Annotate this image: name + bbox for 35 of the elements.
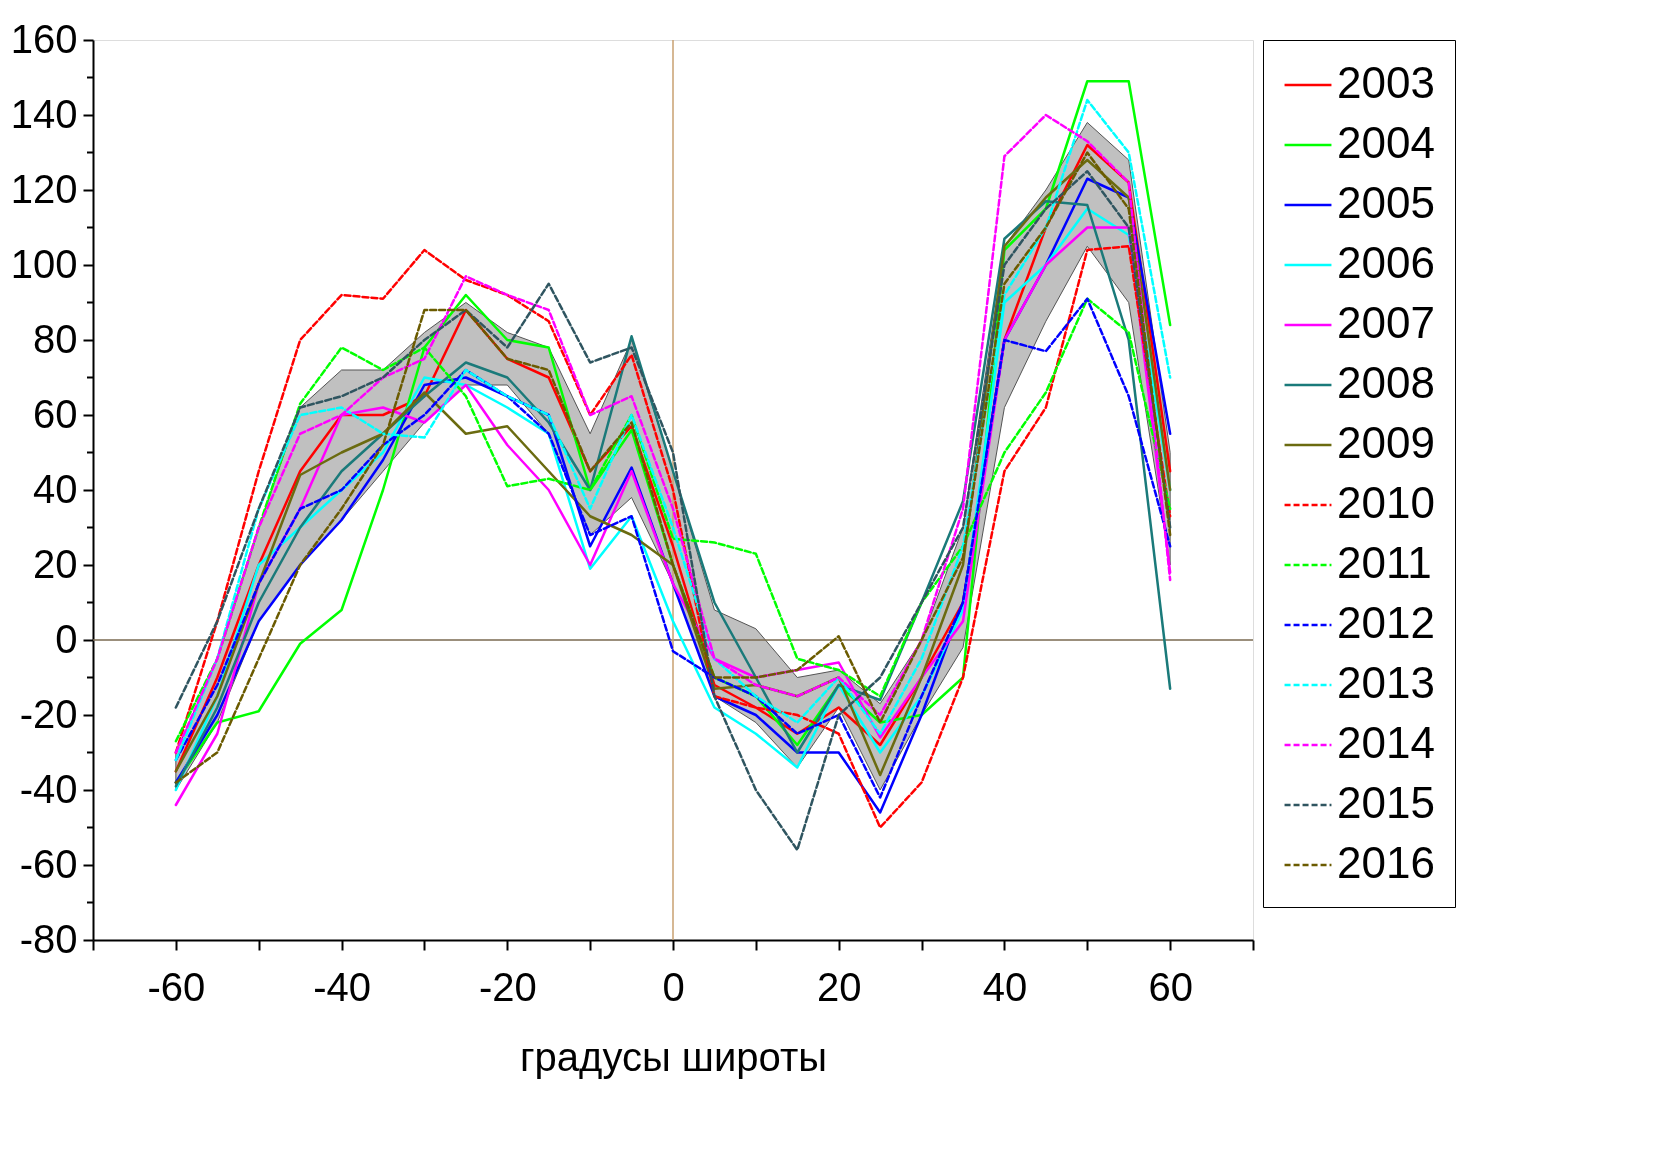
x-tick-label: -40 [313, 964, 371, 1009]
y-tick-label: 140 [10, 91, 78, 136]
y-tick-label: 100 [10, 241, 78, 286]
x-tick-label: 20 [816, 964, 862, 1009]
y-tick-label: 40 [33, 466, 78, 511]
y-tick-label: -20 [19, 691, 78, 736]
legend-label: 2009 [1337, 418, 1435, 467]
y-tick-label: 0 [55, 616, 78, 661]
legend-label: 2013 [1337, 658, 1435, 707]
legend-label: 2005 [1337, 178, 1435, 227]
y-tick-label: -60 [19, 841, 78, 886]
y-tick-label: 20 [33, 541, 78, 586]
x-axis-title: градусы широты [520, 1034, 827, 1079]
legend-label: 2011 [1337, 538, 1432, 587]
legend-label: 2007 [1337, 298, 1435, 347]
legend-label: 2008 [1337, 358, 1435, 407]
legend-label: 2015 [1337, 778, 1435, 827]
legend-label: 2003 [1337, 58, 1435, 107]
y-tick-label: 120 [10, 166, 78, 211]
x-tick-label: -60 [147, 964, 206, 1009]
legend-label: 2012 [1337, 598, 1435, 647]
y-tick-label: 80 [33, 316, 78, 361]
x-tick-label: 60 [1148, 964, 1193, 1009]
legend-label: 2014 [1337, 718, 1435, 767]
legend-label: 2010 [1337, 478, 1435, 527]
legend-label: 2004 [1337, 118, 1435, 167]
y-tick-label: -80 [19, 916, 78, 961]
x-tick-label: -20 [478, 964, 537, 1009]
x-tick-label: 40 [982, 964, 1028, 1009]
y-tick-label: -40 [19, 766, 78, 811]
y-tick-label: 60 [33, 391, 78, 436]
x-tick-label: 0 [662, 964, 685, 1009]
y-tick-label: 160 [10, 16, 78, 61]
legend-label: 2016 [1337, 838, 1435, 887]
legend-label: 2006 [1337, 238, 1435, 287]
